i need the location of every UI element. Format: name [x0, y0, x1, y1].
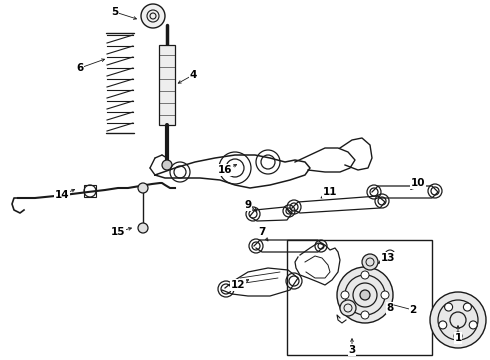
Bar: [84, 185, 96, 197]
Bar: [159, 45, 175, 125]
Text: 7: 7: [258, 227, 266, 237]
Text: 3: 3: [348, 345, 356, 355]
Circle shape: [361, 271, 369, 279]
Circle shape: [454, 332, 462, 340]
Circle shape: [430, 292, 486, 348]
Text: 15: 15: [111, 227, 125, 237]
Circle shape: [162, 160, 172, 170]
Circle shape: [362, 254, 378, 270]
Circle shape: [361, 311, 369, 319]
Circle shape: [381, 291, 389, 299]
Text: 14: 14: [55, 190, 69, 200]
Circle shape: [360, 290, 370, 300]
Circle shape: [341, 291, 349, 299]
Text: 12: 12: [231, 280, 245, 290]
Text: 2: 2: [409, 305, 416, 315]
Bar: [287, 240, 432, 355]
Circle shape: [138, 223, 148, 233]
Circle shape: [138, 183, 148, 193]
Text: 10: 10: [411, 178, 425, 188]
Text: 8: 8: [387, 303, 393, 313]
Text: 9: 9: [245, 200, 251, 210]
Text: 13: 13: [381, 253, 395, 263]
Text: 1: 1: [454, 333, 462, 343]
Circle shape: [439, 321, 447, 329]
Text: 6: 6: [76, 63, 84, 73]
Circle shape: [464, 303, 471, 311]
Text: 4: 4: [189, 70, 196, 80]
Circle shape: [141, 4, 165, 28]
Text: 11: 11: [323, 187, 337, 197]
Circle shape: [337, 267, 393, 323]
Circle shape: [340, 300, 356, 316]
Text: 16: 16: [218, 165, 232, 175]
Circle shape: [444, 303, 453, 311]
Circle shape: [469, 321, 477, 329]
Text: 5: 5: [111, 7, 119, 17]
